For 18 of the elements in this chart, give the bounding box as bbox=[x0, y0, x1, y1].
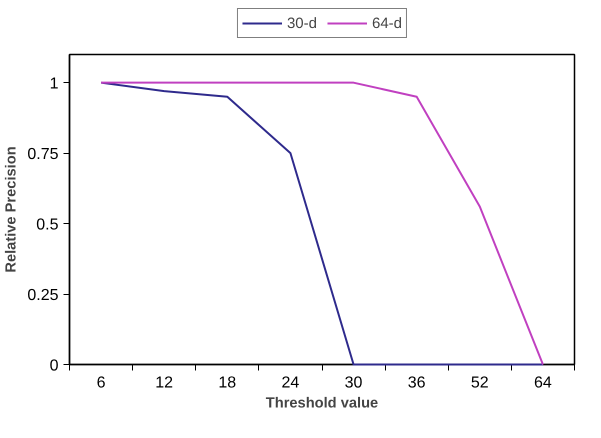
x-tick-label: 36 bbox=[408, 374, 426, 392]
x-tick-label: 52 bbox=[470, 374, 489, 392]
x-tick-label: 30 bbox=[344, 374, 363, 392]
y-tick-label: 1 bbox=[50, 76, 59, 93]
y-axis-title: Relative Precision bbox=[3, 146, 20, 273]
line-series bbox=[100, 82, 544, 366]
x-axis-title: Threshold value bbox=[266, 396, 378, 412]
y-tick-label: 0 bbox=[50, 358, 59, 374]
x-tick-label: 64 bbox=[534, 374, 552, 392]
y-tick-label: 0.75 bbox=[27, 146, 59, 164]
legend-label: 30-d bbox=[286, 14, 317, 32]
legend-label: 64-d bbox=[372, 14, 402, 32]
x-tick-label: 6 bbox=[96, 374, 106, 392]
y-tick-label: 0.25 bbox=[27, 287, 59, 304]
x-tick-label: 12 bbox=[155, 374, 174, 392]
x-tick-label: 18 bbox=[218, 374, 236, 392]
x-tick-label: 24 bbox=[282, 374, 300, 392]
y-tick-label: 0.5 bbox=[36, 216, 59, 234]
